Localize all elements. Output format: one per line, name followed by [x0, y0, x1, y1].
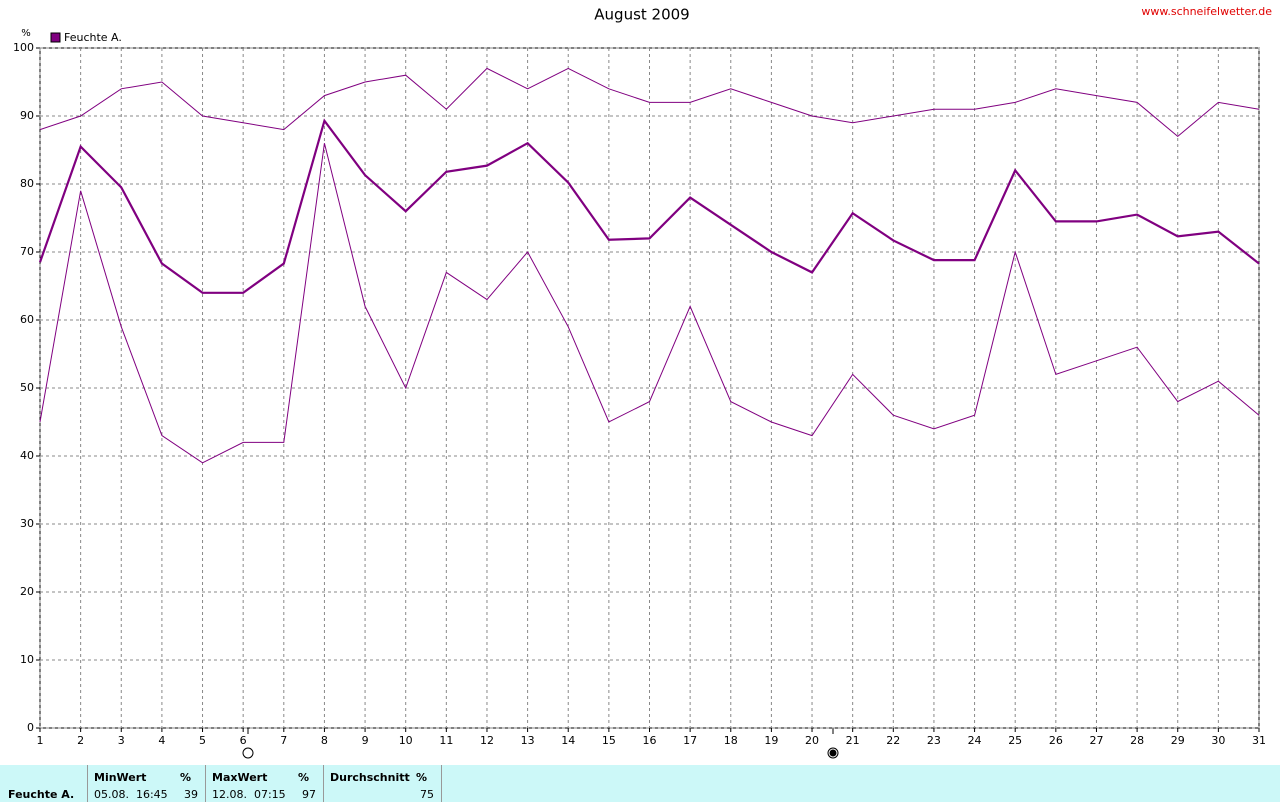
- y-tick-label: 20: [20, 585, 34, 598]
- x-tick-label: 22: [886, 734, 900, 747]
- stats-unit: %: [180, 771, 192, 784]
- x-tick-label: 26: [1049, 734, 1063, 747]
- x-tick-label: 25: [1008, 734, 1022, 747]
- y-tick-label: 80: [20, 177, 34, 190]
- x-tick-label: 5: [199, 734, 206, 747]
- stats-unit: %: [416, 771, 428, 784]
- x-tick-label: 19: [764, 734, 778, 747]
- y-tick-label: 40: [20, 449, 34, 462]
- x-tick-label: 6: [240, 734, 247, 747]
- x-tick-label: 12: [480, 734, 494, 747]
- stats-unit: %: [298, 771, 310, 784]
- y-tick-label: 100: [13, 41, 34, 54]
- legend-swatch: [50, 32, 61, 43]
- y-axis-label: %: [21, 28, 31, 39]
- x-tick-label: 1: [37, 734, 44, 747]
- x-tick-label: 13: [521, 734, 535, 747]
- x-tick-label: 23: [927, 734, 941, 747]
- stats-header: Durchschnitt: [330, 771, 410, 784]
- x-tick-label: 28: [1130, 734, 1144, 747]
- x-tick-label: 18: [724, 734, 738, 747]
- y-tick-label: 70: [20, 245, 34, 258]
- x-tick-label: 7: [280, 734, 287, 747]
- line: [39, 67, 1260, 138]
- stats-value: 39: [184, 788, 198, 801]
- x-tick-label: 4: [158, 734, 165, 747]
- y-tick-label: 10: [20, 653, 34, 666]
- stats-label: Feuchte A.: [8, 788, 75, 801]
- stats-time: 12.08. 07:15: [212, 788, 286, 801]
- stats-header: MaxWert: [212, 771, 268, 784]
- y-tick-label: 0: [27, 721, 34, 734]
- x-tick-label: 10: [399, 734, 413, 747]
- stats-time: 05.08. 16:45: [94, 788, 168, 801]
- x-tick-label: 3: [118, 734, 125, 747]
- chart-title: August 2009: [594, 6, 689, 24]
- x-tick-label: 9: [362, 734, 369, 747]
- x-tick-label: 20: [805, 734, 819, 747]
- stats-divider: [323, 765, 324, 802]
- y-tick-label: 30: [20, 517, 34, 530]
- stats-panel: Feuchte A. MinWert% 05.08. 16:45 39 MaxWert…: [0, 765, 1280, 802]
- x-tick-label: 8: [321, 734, 328, 747]
- x-tick-label: 14: [561, 734, 575, 747]
- x-tick-label: 31: [1252, 734, 1266, 747]
- legend-label: Feuchte A.: [64, 31, 122, 44]
- x-tick-label: 30: [1211, 734, 1225, 747]
- stats-divider: [441, 765, 442, 802]
- new-moon-icon-fill: [829, 749, 837, 757]
- x-tick-label: 2: [77, 734, 84, 747]
- full-moon-icon: [242, 747, 254, 759]
- x-tick-label: 27: [1089, 734, 1103, 747]
- stats-header: MinWert: [94, 771, 147, 784]
- x-tick-label: 24: [968, 734, 982, 747]
- stats-divider: [205, 765, 206, 802]
- x-tick-label: 29: [1171, 734, 1185, 747]
- x-tick-label: 21: [846, 734, 860, 747]
- stats-value: 97: [302, 788, 316, 801]
- y-tick-label: 60: [20, 313, 34, 326]
- y-tick-label: 90: [20, 109, 34, 122]
- x-tick-label: 15: [602, 734, 616, 747]
- y-tick-label: 50: [20, 381, 34, 394]
- stats-divider: [87, 765, 88, 802]
- line: [38, 118, 1260, 294]
- stats-value: 75: [420, 788, 434, 801]
- x-tick-label: 17: [683, 734, 697, 747]
- line: [39, 143, 1260, 464]
- source: www.schneifelwetter.de: [1141, 5, 1272, 18]
- x-tick-label: 11: [439, 734, 453, 747]
- chart: August 2009 www.schneifelwetter.de % 0 10…: [13, 5, 1272, 759]
- x-tick-label: 16: [643, 734, 657, 747]
